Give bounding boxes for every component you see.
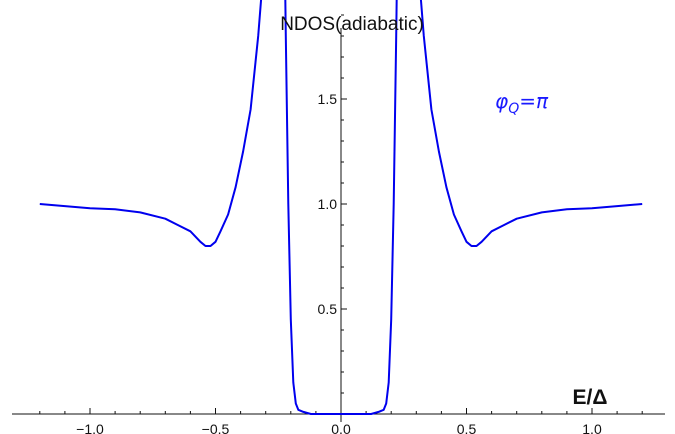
x-tick-label: 0.0 [331,421,351,434]
y-axis-ticks: 0.51.01.52.02.53.03.5 [318,0,347,394]
annotation-sub: Q [508,101,519,117]
x-tick-label: 1.0 [582,421,602,434]
x-tick-label: −1.0 [76,421,104,434]
series-line [39,0,643,415]
y-tick-label: 0.5 [318,301,338,317]
annotation-base: φ [495,89,508,113]
x-axis-title: E/Δ [573,386,608,409]
x-tick-label: −0.5 [202,421,230,434]
y-tick-label: 1.5 [318,91,338,107]
y-tick-label: 1.0 [318,196,338,212]
phase-annotation: φQ=π [495,89,549,117]
chart-title: NDOS(adiabatic) [280,14,424,35]
x-tick-label: 0.5 [457,421,477,434]
y-tick-label: 2.0 [318,0,338,2]
annotation-rest: =π [519,89,549,113]
